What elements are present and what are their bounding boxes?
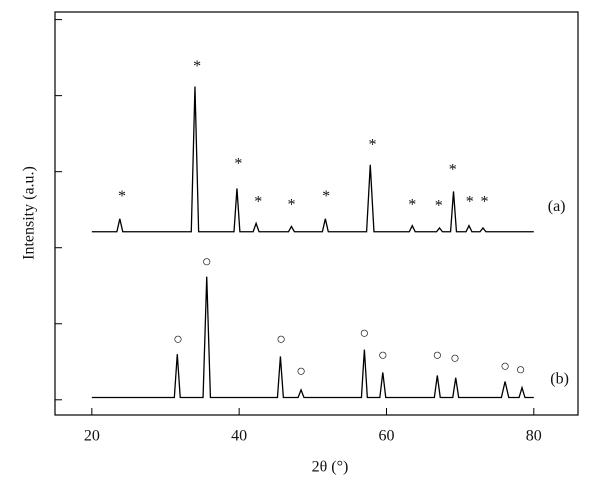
annotation: ○ bbox=[360, 325, 370, 342]
annotation: (b) bbox=[550, 371, 569, 388]
annotation: ○ bbox=[202, 254, 212, 271]
annotation: * bbox=[254, 194, 262, 211]
annotation: ○ bbox=[450, 350, 460, 367]
x-tick-label: 40 bbox=[231, 428, 247, 445]
annotation: * bbox=[368, 136, 376, 153]
annotation: * bbox=[480, 194, 488, 211]
annotation: ○ bbox=[276, 331, 286, 348]
annotation: (a) bbox=[548, 198, 566, 215]
x-tick-label: 80 bbox=[526, 428, 542, 445]
plot-frame bbox=[54, 11, 579, 416]
annotation: ○ bbox=[516, 362, 526, 379]
annotation: * bbox=[435, 197, 443, 214]
annotation: * bbox=[287, 197, 295, 214]
annotation: * bbox=[449, 162, 457, 179]
annotation: * bbox=[466, 194, 474, 211]
annotation: * bbox=[118, 188, 126, 205]
data-line bbox=[91, 86, 534, 233]
annotation: ○ bbox=[296, 363, 306, 380]
annotation: ○ bbox=[378, 347, 388, 364]
x-tick-label: 20 bbox=[84, 428, 100, 445]
annotation: ○ bbox=[500, 358, 510, 375]
annotation: * bbox=[234, 156, 242, 173]
data-line bbox=[91, 276, 534, 399]
x-axis-label: 2θ (°) bbox=[312, 459, 349, 476]
annotation: * bbox=[193, 58, 201, 75]
x-tick-label: 60 bbox=[378, 428, 394, 445]
annotation: ○ bbox=[432, 347, 442, 364]
y-axis-label: Intensity (a.u.) bbox=[21, 166, 38, 260]
annotation: * bbox=[322, 188, 330, 205]
annotation: ○ bbox=[173, 331, 183, 348]
annotation: * bbox=[408, 197, 416, 214]
